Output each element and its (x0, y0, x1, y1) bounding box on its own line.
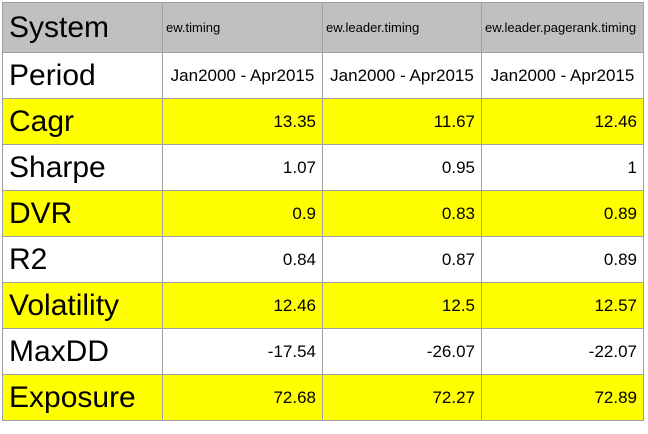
header-label-cell: System (2, 2, 163, 53)
value-cell: 0.95 (322, 144, 482, 191)
value-cell: -17.54 (162, 328, 323, 375)
period-cell: Jan2000 - Apr2015 (481, 52, 644, 99)
row-label: Period (2, 52, 163, 99)
value-cell: 72.68 (162, 374, 323, 421)
row-label: R2 (2, 236, 163, 283)
value-cell: -26.07 (322, 328, 482, 375)
row-label: Cagr (2, 98, 163, 145)
row-label: Volatility (2, 282, 163, 329)
value-cell: 0.9 (162, 190, 323, 237)
value-cell: 0.83 (322, 190, 482, 237)
system-name-cell: ew.leader.pagerank.timing (481, 2, 644, 53)
value-cell: 1 (481, 144, 644, 191)
table-row-maxdd: MaxDD -17.54 -26.07 -22.07 (2, 328, 644, 375)
header-row: System ew.timing ew.leader.timing ew.lea… (2, 2, 644, 53)
table-row-sharpe: Sharpe 1.07 0.95 1 (2, 144, 644, 191)
value-cell: 72.89 (481, 374, 644, 421)
table-row-cagr: Cagr 13.35 11.67 12.46 (2, 98, 644, 145)
value-cell: 1.07 (162, 144, 323, 191)
value-cell: 12.46 (481, 98, 644, 145)
system-name-cell: ew.timing (162, 2, 323, 53)
value-cell: -22.07 (481, 328, 644, 375)
period-cell: Jan2000 - Apr2015 (322, 52, 482, 99)
table-row-r2: R2 0.84 0.87 0.89 (2, 236, 644, 283)
system-name-cell: ew.leader.timing (322, 2, 482, 53)
value-cell: 12.46 (162, 282, 323, 329)
value-cell: 72.27 (322, 374, 482, 421)
table-row-dvr: DVR 0.9 0.83 0.89 (2, 190, 644, 237)
table-row-exposure: Exposure 72.68 72.27 72.89 (2, 374, 644, 421)
value-cell: 0.87 (322, 236, 482, 283)
performance-stats-table: System ew.timing ew.leader.timing ew.lea… (2, 2, 644, 421)
row-label: DVR (2, 190, 163, 237)
value-cell: 0.89 (481, 190, 644, 237)
row-label: MaxDD (2, 328, 163, 375)
row-label: Sharpe (2, 144, 163, 191)
table-row-volatility: Volatility 12.46 12.5 12.57 (2, 282, 644, 329)
table-row-period: Period Jan2000 - Apr2015 Jan2000 - Apr20… (2, 52, 644, 99)
value-cell: 11.67 (322, 98, 482, 145)
period-cell: Jan2000 - Apr2015 (162, 52, 323, 99)
value-cell: 12.5 (322, 282, 482, 329)
row-label: Exposure (2, 374, 163, 421)
value-cell: 0.89 (481, 236, 644, 283)
value-cell: 13.35 (162, 98, 323, 145)
value-cell: 12.57 (481, 282, 644, 329)
value-cell: 0.84 (162, 236, 323, 283)
